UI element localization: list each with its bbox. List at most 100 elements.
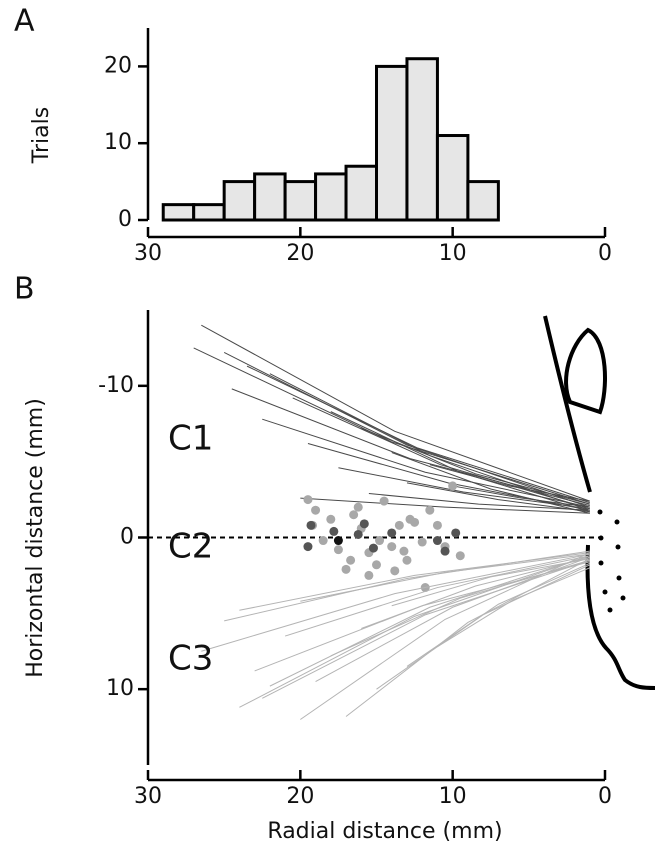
endpoint-dot — [349, 510, 359, 520]
trajectory-line — [429, 464, 590, 502]
x-tick-label: 0 — [598, 784, 612, 809]
x-tick-label: 0 — [598, 241, 612, 266]
endpoint-dot — [346, 555, 356, 565]
endpoint-dot — [353, 502, 363, 512]
endpoint-dot — [372, 560, 381, 570]
x-tick-label: 10 — [439, 784, 467, 809]
y-tick-label: 10 — [104, 130, 132, 155]
endpoint-dot — [303, 542, 313, 552]
endpoint-dot — [368, 543, 378, 553]
panel-label: A — [14, 4, 35, 39]
endpoint-dot — [451, 528, 461, 538]
trajectory-line — [262, 559, 590, 699]
group-label: C3 — [168, 639, 213, 679]
endpoint-dot — [425, 505, 435, 515]
endpoint-dot — [311, 505, 321, 515]
trajectory-line — [406, 482, 590, 513]
endpoint-dot — [399, 546, 409, 556]
histogram-bar — [222, 180, 257, 222]
endpoint-dot — [394, 520, 404, 530]
trajectory-line — [300, 553, 590, 602]
x-tick-label: 10 — [439, 241, 467, 266]
endpoint-dot — [405, 514, 415, 524]
endpoint-dot — [417, 537, 427, 547]
trajectory-line — [330, 411, 590, 513]
trajectory-line — [201, 324, 590, 502]
y-axis-label: Trials — [29, 107, 54, 164]
endpoint-dot — [390, 566, 400, 576]
trajectory-line — [239, 552, 590, 611]
trajectory-line — [406, 562, 590, 667]
trajectory-line — [300, 497, 590, 514]
histogram-bar — [283, 180, 318, 222]
trajectory-line — [269, 373, 590, 511]
endpoint-dot — [432, 536, 442, 546]
trajectory-line — [246, 365, 590, 504]
trajectory-line — [338, 467, 590, 510]
trajectory-line — [368, 493, 590, 511]
endpoint-dot — [333, 536, 343, 546]
y-axis-label: Horizontal distance (mm) — [23, 398, 48, 678]
trajectory-line — [437, 567, 590, 648]
trajectory-line — [391, 558, 590, 607]
trajectory-line — [361, 556, 590, 629]
endpoint-dot — [326, 514, 336, 524]
endpoint-dot — [455, 551, 465, 561]
endpoint-dot — [306, 520, 316, 530]
x-axis-label: Radial distance (mm) — [267, 819, 502, 844]
endpoint-dot — [387, 542, 397, 552]
panel-label: B — [14, 272, 35, 307]
trajectory-line — [345, 558, 590, 717]
y-tick-label: 0 — [118, 207, 132, 232]
y-tick-label: 0 — [120, 525, 134, 550]
endpoint-dot — [387, 528, 397, 538]
histogram-bar — [405, 57, 439, 222]
endpoint-dot — [341, 564, 351, 574]
histogram-bar — [344, 164, 378, 222]
endpoint-dot — [329, 526, 339, 536]
x-tick-label: 20 — [286, 241, 314, 266]
skull-dots — [597, 509, 626, 613]
endpoint-dot — [448, 481, 458, 491]
trajectory-line — [330, 559, 590, 657]
trajectory-line — [201, 553, 590, 652]
trajectory-line — [193, 347, 590, 505]
trajectory-line — [376, 564, 590, 690]
endpoint-dot — [440, 546, 450, 556]
histogram-bar — [314, 172, 348, 222]
endpoint-dot — [353, 529, 363, 539]
group-label: C2 — [168, 527, 213, 567]
endpoint-dot — [303, 495, 313, 505]
histogram-bar — [466, 180, 500, 222]
trajectory-line — [391, 452, 590, 514]
histogram-bar — [375, 64, 409, 222]
y-tick-label: 10 — [106, 676, 134, 701]
endpoint-dot — [359, 519, 369, 529]
trajectory-line — [315, 556, 590, 683]
endpoint-dot — [375, 536, 385, 546]
trajectory-line — [239, 555, 590, 708]
trajectory-line — [231, 388, 590, 507]
histogram-bar — [161, 203, 196, 222]
endpoint-dot — [333, 545, 343, 555]
x-tick-label: 30 — [134, 784, 162, 809]
trajectory-line — [262, 418, 590, 508]
group-label: C1 — [168, 419, 213, 459]
histogram-bar — [435, 134, 470, 222]
x-tick-label: 30 — [134, 241, 162, 266]
endpoint-dot — [432, 520, 442, 530]
endpoint-dot — [402, 555, 412, 565]
trajectory-line — [292, 397, 590, 510]
endpoint-dot — [379, 496, 389, 506]
histogram-bar — [192, 203, 226, 222]
endpoint-dot — [318, 536, 328, 546]
endpoint-dot — [364, 570, 374, 580]
trajectory-line — [452, 485, 590, 508]
head-outline — [543, 315, 656, 690]
trajectory-line — [269, 555, 590, 687]
y-tick-label: -10 — [98, 373, 134, 398]
y-tick-label: 20 — [104, 53, 132, 78]
trajectory-line — [284, 555, 590, 637]
histogram-bar — [253, 172, 287, 222]
